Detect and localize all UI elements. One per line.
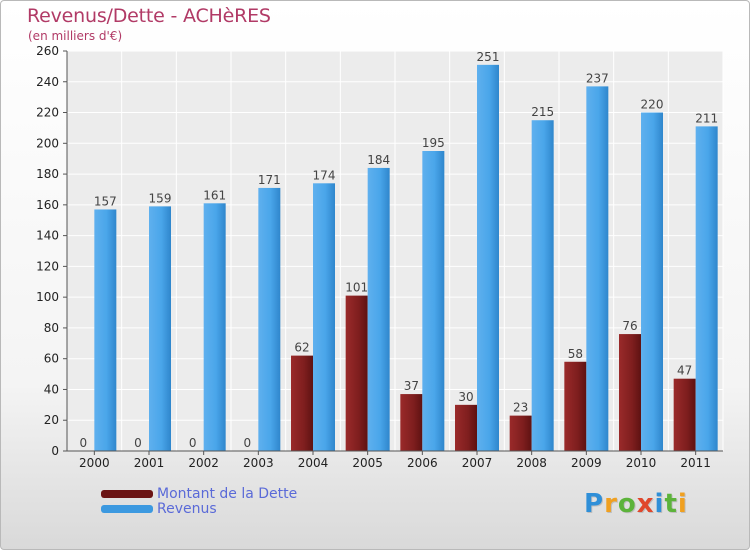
x-tick-label: 2008 bbox=[516, 456, 547, 470]
y-tick-label: 240 bbox=[36, 75, 59, 89]
debt-value-label: 23 bbox=[513, 401, 528, 415]
logo-letter: x bbox=[636, 489, 655, 519]
revenue-bar bbox=[203, 203, 226, 451]
logo-letter: r bbox=[604, 489, 618, 519]
x-tick-label: 2002 bbox=[188, 456, 219, 470]
debt-value-label: 0 bbox=[80, 436, 88, 450]
legend-swatch-debt bbox=[101, 490, 153, 498]
debt-bar bbox=[345, 295, 368, 451]
revenue-value-label: 220 bbox=[641, 98, 664, 112]
revenue-bar bbox=[422, 151, 445, 451]
debt-bar bbox=[564, 361, 587, 451]
x-tick-label: 2001 bbox=[134, 456, 165, 470]
debt-value-label: 30 bbox=[458, 390, 473, 404]
debt-bar bbox=[509, 415, 532, 451]
x-tick-label: 2003 bbox=[243, 456, 274, 470]
x-tick-label: 2004 bbox=[298, 456, 329, 470]
y-tick-label: 140 bbox=[36, 229, 59, 243]
debt-bar bbox=[455, 404, 477, 451]
debt-bar bbox=[400, 394, 423, 451]
debt-bar bbox=[291, 355, 313, 451]
x-tick-label: 2005 bbox=[352, 456, 383, 470]
revenue-value-label: 161 bbox=[203, 188, 226, 202]
y-tick-label: 120 bbox=[36, 259, 59, 273]
debt-value-label: 62 bbox=[294, 341, 309, 355]
logo-letter: P bbox=[584, 489, 605, 519]
y-tick-label: 100 bbox=[36, 290, 59, 304]
proxiti-logo: Proxiti bbox=[584, 489, 688, 519]
legend-label-debt: Montant de la Dette bbox=[157, 486, 298, 502]
y-tick-label: 220 bbox=[36, 106, 59, 120]
debt-value-label: 37 bbox=[404, 379, 419, 393]
revenue-bar bbox=[149, 206, 171, 451]
debt-bar bbox=[619, 334, 641, 451]
y-tick-label: 260 bbox=[36, 44, 59, 58]
chart-subtitle: (en milliers d'€) bbox=[28, 29, 123, 43]
debt-value-label: 58 bbox=[568, 347, 583, 361]
revenue-value-label: 195 bbox=[422, 136, 445, 150]
revenue-bar bbox=[94, 209, 117, 451]
y-tick-label: 80 bbox=[44, 321, 59, 335]
revenue-bar bbox=[313, 183, 335, 452]
debt-value-label: 0 bbox=[244, 436, 252, 450]
revenue-bar bbox=[367, 167, 390, 451]
x-tick-label: 2011 bbox=[680, 456, 711, 470]
x-tick-label: 2000 bbox=[79, 456, 110, 470]
bars-group bbox=[94, 64, 718, 452]
revenue-bar bbox=[477, 64, 499, 451]
y-tick-label: 180 bbox=[36, 167, 59, 181]
logo-letter: i bbox=[677, 489, 688, 519]
y-tick-label: 0 bbox=[51, 444, 59, 458]
revenue-value-label: 215 bbox=[531, 105, 554, 119]
axes-group: 0 20 40 60 80 100 120 140 160 180 200 220 240 260 2000… bbox=[36, 44, 723, 470]
logo-letter: i bbox=[654, 489, 665, 519]
revenue-value-label: 211 bbox=[695, 111, 718, 125]
y-tick-label: 160 bbox=[36, 198, 59, 212]
x-tick-label: 2007 bbox=[462, 456, 493, 470]
logo-letter: o bbox=[617, 489, 637, 519]
grid-lines bbox=[66, 50, 724, 452]
y-tick-label: 60 bbox=[44, 352, 59, 366]
revenue-value-label: 237 bbox=[586, 71, 609, 85]
revenue-value-label: 171 bbox=[258, 173, 281, 187]
revenue-bar bbox=[531, 120, 554, 451]
debt-value-label: 101 bbox=[345, 281, 368, 295]
y-tick-label: 200 bbox=[36, 136, 59, 150]
x-tick-label: 2009 bbox=[571, 456, 602, 470]
revenue-value-label: 251 bbox=[477, 50, 500, 64]
chart-title: Revenus/Dette - ACHèRES bbox=[27, 5, 271, 27]
revenue-value-label: 157 bbox=[94, 194, 117, 208]
debt-value-label: 0 bbox=[134, 436, 142, 450]
debt-value-label: 76 bbox=[622, 319, 637, 333]
revenue-bar bbox=[586, 86, 609, 451]
debt-value-label: 47 bbox=[677, 364, 692, 378]
revenue-value-label: 174 bbox=[313, 168, 336, 182]
x-tick-label: 2006 bbox=[407, 456, 438, 470]
value-labels: 0 157 0 159 0 161 0 171 62 174 101 184 37 195 30 251 23 2… bbox=[80, 50, 719, 450]
revenue-value-label: 184 bbox=[367, 153, 390, 167]
debt-value-label: 0 bbox=[189, 436, 197, 450]
revenue-bar bbox=[695, 126, 718, 451]
revenue-value-label: 159 bbox=[149, 191, 172, 205]
revenue-bar bbox=[641, 112, 663, 452]
y-tick-label: 40 bbox=[44, 382, 59, 396]
logo-letter: t bbox=[664, 489, 678, 519]
debt-bar bbox=[673, 378, 696, 451]
revenue-bar bbox=[258, 187, 281, 451]
x-tick-label: 2010 bbox=[626, 456, 657, 470]
legend-label-revenue: Revenus bbox=[157, 501, 217, 517]
legend-swatch-revenue bbox=[101, 505, 153, 513]
y-tick-label: 20 bbox=[44, 413, 59, 427]
